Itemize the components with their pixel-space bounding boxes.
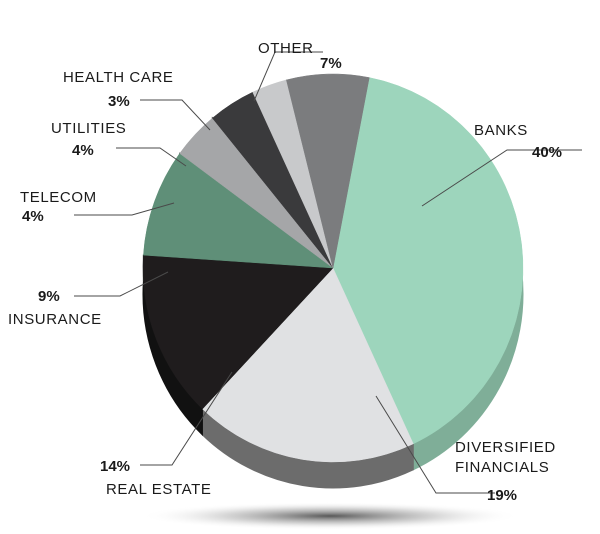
pie-slices <box>142 73 524 463</box>
slice-other <box>286 73 370 269</box>
slice-label: REAL ESTATE <box>106 481 212 498</box>
slice-value-label: 4% <box>72 142 94 159</box>
slice-label: UTILITIES <box>51 120 126 137</box>
label-diversified-financials: DIVERSIFIED FINANCIALS 19% <box>375 395 556 504</box>
slice-label: HEALTH CARE <box>63 69 174 86</box>
slice-value-label: 14% <box>100 458 130 475</box>
leader-line <box>421 149 582 207</box>
slice-value-label: 7% <box>320 55 342 72</box>
slice-value-label: 4% <box>22 208 44 225</box>
slice-diversified-financials <box>202 267 414 463</box>
slice-label: DIVERSIFIED <box>455 439 556 456</box>
label-telecom: TELECOM 4% <box>20 189 175 225</box>
slice-label: OTHER <box>258 40 314 57</box>
label-health-care: HEALTH CARE 3% <box>63 69 211 131</box>
leader-line <box>375 395 495 494</box>
leader-line <box>140 99 211 131</box>
leader-line <box>140 371 233 466</box>
label-utilities: UTILITIES 4% <box>51 120 187 167</box>
slice-label: INSURANCE <box>8 311 102 328</box>
slice-value-label: 19% <box>487 487 517 504</box>
pie-shadow <box>140 502 520 530</box>
slice-value-label: 40% <box>532 144 562 161</box>
leader-line <box>74 271 169 297</box>
slice-insurance <box>143 153 334 269</box>
slice-real-estate <box>142 254 334 410</box>
slice-label: TELECOM <box>20 189 97 206</box>
leader-line <box>116 147 187 167</box>
slice-value-label: 9% <box>38 288 60 305</box>
slice-label: BANKS <box>474 122 528 139</box>
leader-line <box>74 202 175 216</box>
slice-banks <box>332 77 524 445</box>
slice-label: FINANCIALS <box>455 459 549 476</box>
label-real-estate: REAL ESTATE 14% <box>100 371 233 498</box>
leader-line <box>253 51 323 102</box>
label-other: OTHER 7% <box>253 40 342 102</box>
slice-value-label: 3% <box>108 93 130 110</box>
label-insurance: INSURANCE 9% <box>8 271 169 328</box>
